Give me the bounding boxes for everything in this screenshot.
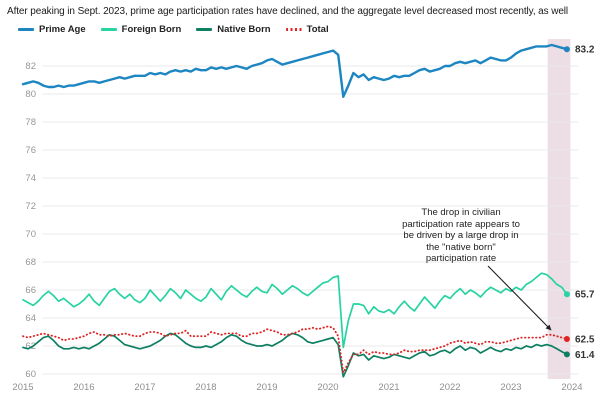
line-prime-age (21, 43, 569, 99)
legend-item-prime-age: Prime Age (18, 24, 86, 35)
legend-label: Total (306, 24, 329, 35)
x-axis-tick-label: 2023 (500, 382, 521, 393)
end-dot-prime-age (563, 46, 570, 53)
native-born-drop-annotation: The drop in civilian participation rate … (402, 207, 520, 264)
legend-label: Foreign Born (121, 24, 182, 35)
legend-item-total: Total (285, 24, 329, 35)
legend-label: Prime Age (39, 24, 86, 35)
x-axis-tick-label: 2017 (134, 382, 155, 393)
x-axis-tick-label: 2021 (378, 382, 399, 393)
legend-label: Native Born (217, 24, 271, 35)
end-dot-foreign-born (563, 291, 570, 298)
legend-item-foreign-born: Foreign Born (100, 24, 182, 35)
end-dot-native-born (563, 351, 570, 358)
x-axis-tick-label: 2022 (439, 382, 460, 393)
native-born-line-swatch-icon (196, 28, 213, 31)
y-axis-tick-label: 68 (25, 257, 36, 268)
end-value-label-native-born: 61.4 (575, 350, 595, 361)
y-axis-tick-label: 66 (25, 285, 36, 296)
x-axis-tick-label: 2020 (317, 382, 338, 393)
y-axis-tick-label: 64 (25, 313, 36, 324)
line-native-born (22, 332, 568, 378)
y-axis-tick-label: 60 (25, 369, 36, 380)
line-foreign-born (22, 272, 568, 349)
end-value-label-total: 62.5 (575, 335, 595, 346)
annotation-arrow (487, 265, 552, 331)
x-axis-tick-label: 2015 (12, 382, 33, 393)
x-axis-tick-label: 2024 (561, 382, 582, 393)
end-value-label-prime-age: 83.2 (575, 45, 595, 56)
end-value-label-foreign-born: 65.7 (575, 290, 595, 301)
y-axis-tick-label: 78 (25, 117, 36, 128)
total-dotted-swatch-icon (285, 28, 302, 31)
y-axis-tick-label: 80 (25, 89, 36, 100)
y-axis-tick-label: 72 (25, 201, 36, 212)
legend: Prime Age Foreign Born Native Born Total (18, 24, 329, 35)
y-axis-tick-label: 74 (25, 173, 36, 184)
x-axis-tick-label: 2018 (195, 382, 216, 393)
line-total (22, 325, 568, 374)
chart-title: After peaking in Sept. 2023, prime age p… (7, 6, 569, 17)
prime-age-line-swatch-icon (18, 28, 34, 31)
y-axis-tick-label: 70 (25, 229, 36, 240)
x-axis-tick-label: 2016 (73, 382, 94, 393)
y-axis-tick-label: 82 (25, 61, 36, 72)
legend-item-native-born: Native Born (196, 24, 271, 35)
x-axis-tick-label: 2019 (256, 382, 277, 393)
y-axis-tick-label: 76 (25, 145, 36, 156)
end-dot-total (563, 336, 570, 342)
highlight-band-sep2023-present (547, 39, 571, 379)
foreign-born-line-swatch-icon (100, 28, 117, 31)
